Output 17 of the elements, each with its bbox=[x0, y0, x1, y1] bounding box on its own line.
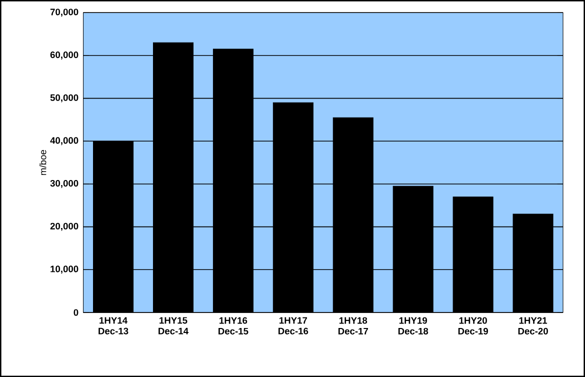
x-tick-label: 1HY18 Dec-17 bbox=[338, 317, 368, 334]
y-tick-label: 70,000 bbox=[50, 8, 78, 17]
y-tick-label: 50,000 bbox=[50, 94, 78, 102]
y-tick-label: 60,000 bbox=[50, 51, 78, 60]
y-tick-label: 0 bbox=[74, 309, 78, 316]
x-tick-label: 1HY20 Dec-19 bbox=[458, 317, 488, 334]
y-tick-label: 20,000 bbox=[50, 222, 78, 231]
y-tick-label: 10,000 bbox=[50, 266, 78, 274]
x-tick-label: 1HY16 Dec-15 bbox=[218, 317, 248, 334]
y-axis-title: m/boe bbox=[39, 150, 46, 175]
x-tick-label: 1HY21 Dec-20 bbox=[518, 317, 548, 334]
y-tick-label: 30,000 bbox=[50, 180, 78, 188]
x-tick-label: 1HY15 Dec-14 bbox=[158, 317, 188, 334]
y-tick-label: 40,000 bbox=[50, 137, 78, 146]
x-tick-label: 1HY17 Dec-16 bbox=[278, 317, 308, 334]
x-tick-label: 1HY19 Dec-18 bbox=[398, 317, 428, 334]
x-tick-label: 1HY14 Dec-13 bbox=[98, 317, 128, 334]
